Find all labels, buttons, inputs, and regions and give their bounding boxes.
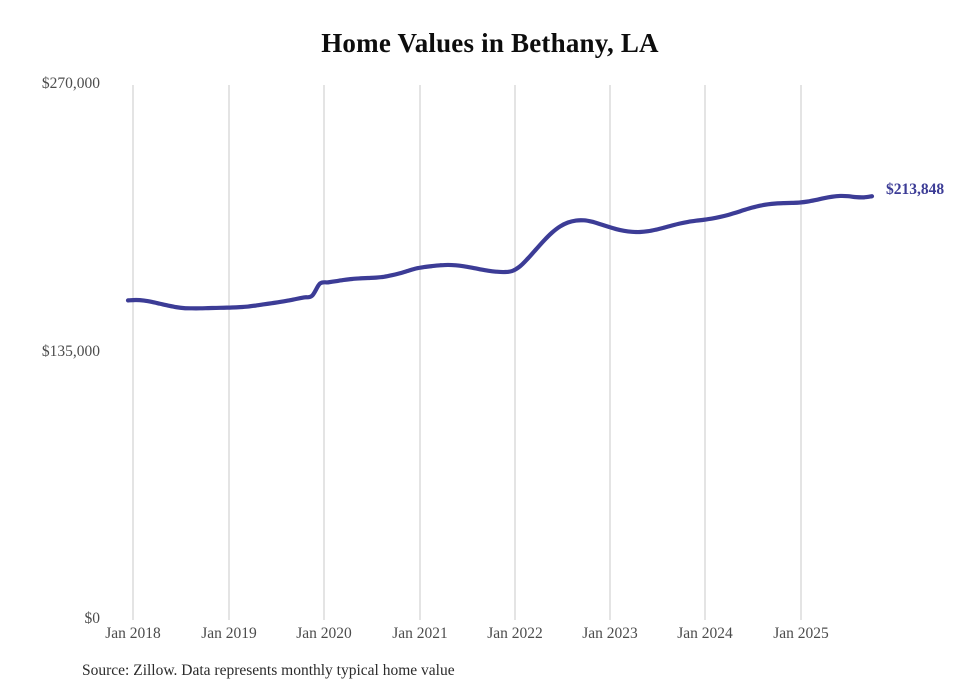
chart-title: Home Values in Bethany, LA <box>321 28 659 58</box>
x-axis-tick-label: Jan 2020 <box>296 625 352 642</box>
gridline-group <box>132 85 802 620</box>
y-axis-tick-label: $0 <box>84 610 101 627</box>
y-axis-tick-label: $135,000 <box>41 342 100 360</box>
x-axis-tick-label: Jan 2018 <box>105 625 161 642</box>
x-axis-tick-label: Jan 2019 <box>201 625 257 642</box>
x-axis-tick-label: Jan 2022 <box>487 625 543 642</box>
y-axis-tick-label: $270,000 <box>41 75 100 92</box>
x-axis-tick-label: Jan 2025 <box>773 625 829 642</box>
source-note: Source: Zillow. Data represents monthly … <box>82 662 455 679</box>
x-axis-tick-label: Jan 2023 <box>582 625 638 642</box>
x-axis-tick-label: Jan 2024 <box>677 625 733 642</box>
x-axis-tick-label: Jan 2021 <box>392 625 448 642</box>
home-value-line <box>125 193 875 311</box>
end-value-label: $213,848 <box>886 181 945 199</box>
